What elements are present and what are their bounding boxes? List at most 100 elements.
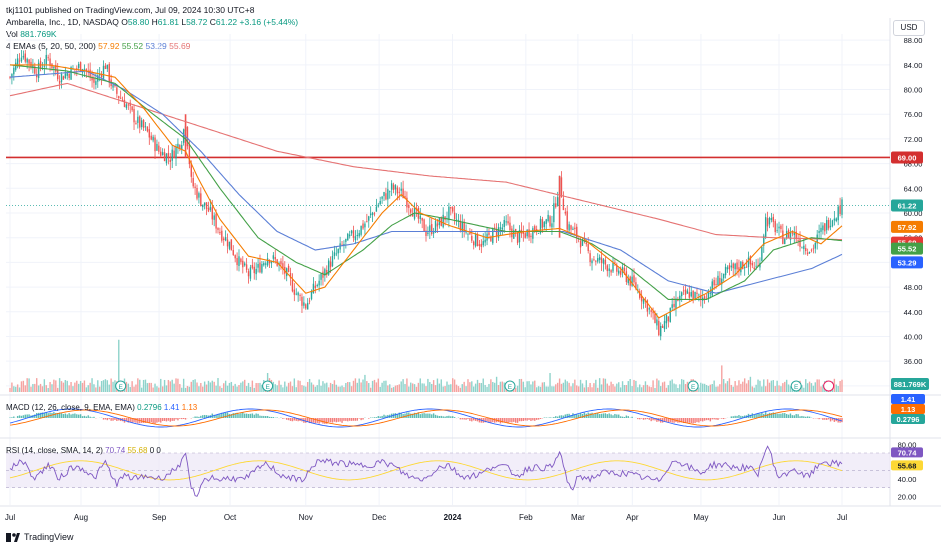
candle-body	[478, 244, 481, 247]
candle-body	[650, 310, 652, 312]
candle-body	[402, 188, 404, 199]
macd-hist-bar	[114, 418, 116, 420]
volume-bar	[766, 379, 769, 392]
candle-body	[755, 265, 757, 267]
volume-bar	[242, 381, 244, 392]
candle-body	[47, 57, 49, 59]
volume-bar	[587, 387, 589, 392]
candle-body	[224, 237, 227, 241]
candle-body	[493, 227, 496, 229]
candle-body	[251, 264, 254, 268]
candle-body	[322, 271, 324, 278]
volume-bar	[526, 381, 528, 392]
volume-bar	[589, 382, 591, 392]
candles	[9, 48, 843, 341]
candle-body	[709, 293, 712, 294]
volume-bar	[841, 379, 843, 392]
macd-hist-bar	[560, 415, 563, 418]
candle-body	[272, 255, 275, 259]
macd-hist-bar	[314, 418, 317, 424]
candle-body	[686, 290, 689, 294]
candle-body	[156, 143, 158, 151]
volume-bar	[305, 386, 307, 392]
footer-brand[interactable]: TradingView	[6, 532, 74, 542]
volume-bar	[259, 382, 261, 392]
volume-bar	[493, 382, 496, 392]
macd-hist-bar	[257, 413, 259, 418]
volume-bar	[402, 379, 404, 392]
candle-body	[53, 66, 55, 69]
volume-bar	[833, 378, 836, 392]
macd-hist-bar	[654, 418, 656, 421]
candle-body	[125, 104, 128, 109]
volume-bars	[9, 339, 843, 392]
candle-body	[131, 106, 133, 111]
volume-bar	[68, 385, 70, 392]
candle-body	[619, 271, 622, 275]
volume-bar	[245, 386, 248, 392]
volume-bar	[751, 386, 754, 392]
candle-body	[64, 73, 67, 79]
macd-hist-bar	[597, 412, 599, 418]
currency-button[interactable]: USD	[893, 20, 925, 36]
candle-body	[583, 239, 586, 241]
macd-hist-bar	[742, 415, 744, 418]
macd-hist-bar	[282, 418, 284, 419]
macd-hist-bar	[669, 418, 671, 423]
candle-body	[652, 311, 654, 314]
macd-hist-bar	[461, 418, 463, 420]
candle-body	[232, 250, 234, 255]
ema5-value: 57.92	[98, 41, 120, 51]
volume-bar	[339, 386, 341, 392]
candle-body	[203, 202, 206, 206]
candle-body	[186, 126, 189, 147]
macd-hist-bar	[160, 418, 162, 423]
macd-hist-bar	[692, 418, 694, 424]
macd-hist-bar	[125, 418, 128, 422]
volume-bar	[112, 381, 114, 392]
macd-hist-bar	[713, 418, 715, 420]
volume-bar	[673, 383, 675, 392]
candle-body	[555, 203, 557, 208]
macd-hist-bar	[722, 418, 725, 420]
volume-bar	[778, 385, 780, 392]
volume-bar	[608, 385, 610, 392]
price-tick-label: 44.00	[904, 308, 923, 317]
candle-body	[169, 159, 171, 162]
macd-hist-bar	[436, 415, 439, 418]
volume-bar	[186, 386, 189, 392]
macd-hist-bar	[34, 414, 36, 418]
ema20-line	[9, 64, 843, 300]
candle-body	[431, 224, 433, 234]
earnings-marker-glyph: E	[691, 384, 696, 391]
macd-hist-bar	[41, 412, 44, 418]
candle-body	[556, 197, 559, 206]
macd-hist-bar	[217, 414, 219, 418]
candle-body	[797, 240, 799, 242]
volume-bar	[110, 378, 112, 392]
volume-bar	[253, 387, 255, 392]
candle-body	[642, 298, 645, 304]
candle-body	[104, 65, 107, 69]
macd-hist-bar	[619, 416, 622, 418]
candle-body	[490, 236, 492, 242]
candle-body	[77, 63, 80, 68]
candle-body	[425, 230, 427, 236]
candle-body	[656, 319, 658, 326]
macd-hist-bar	[534, 418, 536, 421]
macd-hist-bar	[446, 415, 448, 418]
macd-hist-bar	[108, 418, 110, 420]
volume-bar	[335, 384, 338, 392]
volume-bar	[728, 378, 731, 392]
macd-hist-bar	[18, 415, 21, 418]
volume-bar	[356, 382, 359, 392]
macd-hist-bar	[421, 413, 423, 418]
candle-body	[249, 267, 252, 279]
candle-body	[539, 218, 542, 233]
candle-body	[112, 85, 114, 88]
macd-hist-bar	[824, 418, 826, 420]
macd-hist-bar	[478, 418, 481, 423]
macd-hist-bar	[644, 418, 647, 420]
volume-bar	[522, 381, 525, 392]
